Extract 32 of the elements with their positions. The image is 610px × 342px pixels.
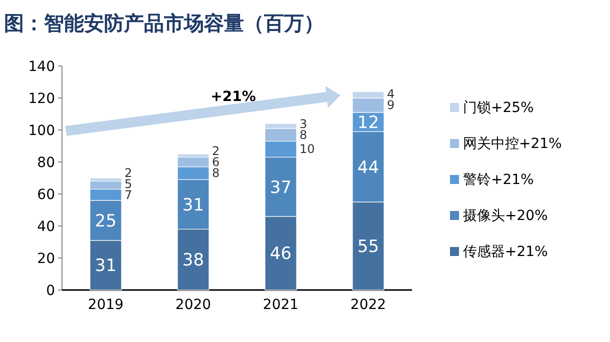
x-tick-label: 2022 — [350, 297, 386, 313]
x-tick-label: 2019 — [88, 297, 124, 313]
legend-label: 传感器+21% — [463, 244, 548, 260]
data-label: 37 — [270, 178, 292, 198]
legend-label: 网关中控+21% — [463, 136, 562, 152]
legend-label: 门锁+25% — [463, 100, 534, 116]
x-tick-label: 2020 — [175, 297, 212, 313]
x-tick-label: 2021 — [262, 297, 299, 313]
y-tick-label: 20 — [37, 251, 55, 267]
data-label: 10 — [300, 142, 315, 156]
data-label: 55 — [357, 237, 380, 257]
data-label: 44 — [357, 158, 380, 178]
legend-label: 警铃+21% — [463, 172, 534, 188]
data-label: 38 — [182, 250, 204, 271]
data-label: 12 — [357, 113, 380, 133]
y-tick-label: 120 — [28, 91, 55, 107]
data-label: 25 — [94, 211, 117, 232]
annotation: +21% — [210, 89, 256, 106]
data-label: 31 — [94, 256, 117, 276]
y-tick-label: 140 — [28, 59, 55, 75]
legend-label: 摄像头+20% — [463, 208, 548, 224]
y-tick-label: 0 — [46, 283, 55, 299]
data-label: 31 — [182, 195, 204, 216]
y-tick-label: 60 — [37, 187, 55, 203]
y-tick-label: 100 — [28, 123, 55, 139]
data-label: 8 — [212, 166, 220, 180]
data-label: 46 — [270, 244, 292, 264]
chart-title: 图：智能安防产品市场容量（百万） — [4, 11, 324, 35]
data-label: 6 — [212, 155, 220, 169]
y-tick-label: 40 — [37, 219, 55, 235]
data-label: 2 — [212, 144, 220, 158]
y-tick-label: 80 — [37, 155, 55, 171]
